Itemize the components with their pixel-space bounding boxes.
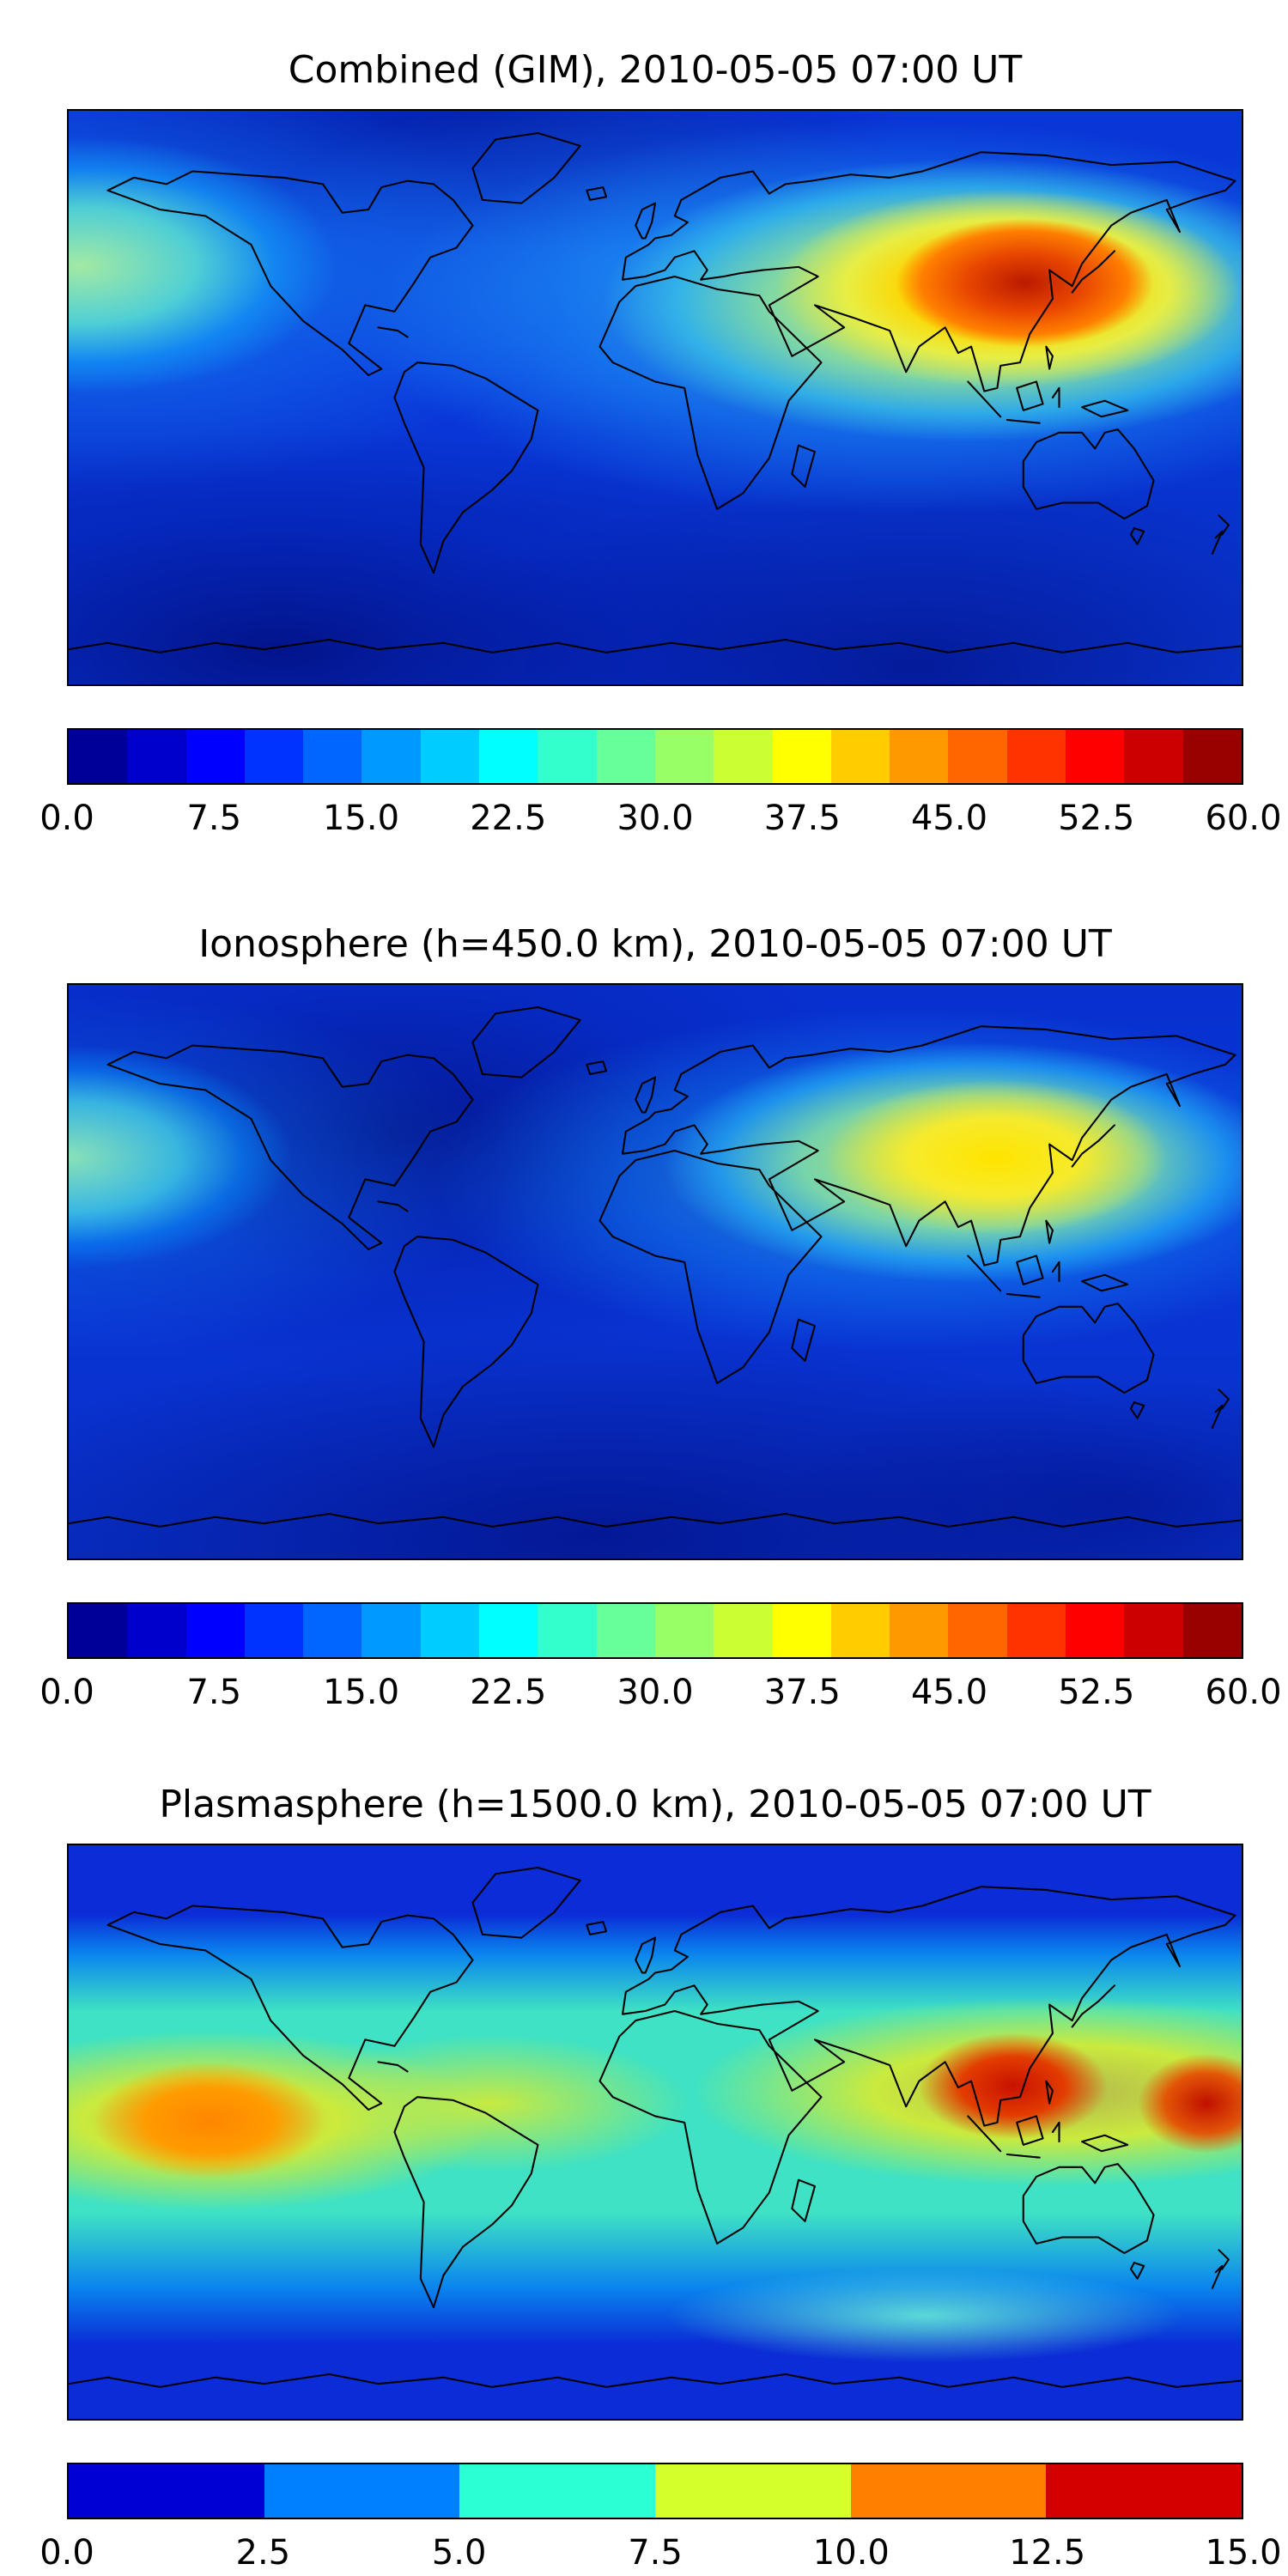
colorbar-segment <box>459 2464 656 2518</box>
colorbar-tick-label: 52.5 <box>1058 1672 1135 1712</box>
colorbar-tick-label: 30.0 <box>617 1672 694 1712</box>
colorbar-tick-label: 0.0 <box>39 798 94 838</box>
map-combined <box>67 108 1243 686</box>
panel-ionosphere: Ionosphere (h=450.0 km), 2010-05-05 07:0… <box>39 922 1281 1717</box>
colorbar-segment <box>890 1603 949 1657</box>
colorbar-segment <box>303 729 362 783</box>
colorbar-combined <box>67 727 1243 785</box>
colorbar-segment <box>264 2464 460 2518</box>
colorbar-segment <box>479 1603 538 1657</box>
colorbar-segment <box>69 1603 128 1657</box>
colorbar-segment <box>714 729 773 783</box>
colorbar-segment <box>772 1603 831 1657</box>
colorbar-segment <box>850 2464 1047 2518</box>
colorbar-segment <box>654 729 714 783</box>
colorbar-segment <box>361 729 421 783</box>
colorbar-segment <box>127 729 186 783</box>
coastline-overlay <box>69 1866 1242 2388</box>
colorbar-tick-label: 0.0 <box>39 2532 94 2573</box>
colorbar-segment <box>69 2464 264 2518</box>
colorbar-tick-label: 10.0 <box>812 2532 890 2573</box>
colorbar-segment <box>361 1603 421 1657</box>
colorbar-tick-label: 30.0 <box>617 798 694 838</box>
colorbar-tick-label: 22.5 <box>470 1672 547 1712</box>
colorbar-segment <box>303 1603 362 1657</box>
colorbar-tick-label: 0.0 <box>39 1672 94 1712</box>
colorbar-tick-label: 15.0 <box>322 1672 400 1712</box>
colorbar-tick-label: 15.0 <box>322 798 400 838</box>
colorbar-segment <box>1046 2464 1242 2518</box>
panel-title-combined: Combined (GIM), 2010-05-05 07:00 UT <box>288 48 1023 92</box>
colorbar-tick-label: 60.0 <box>1205 798 1282 838</box>
colorbar-tick-label: 2.5 <box>235 2532 291 2573</box>
colorbar-tick-label: 7.5 <box>186 1672 242 1712</box>
colorbar-ionosphere <box>67 1601 1243 1659</box>
colorbar-tick-label: 45.0 <box>910 1672 988 1712</box>
colorbar-segment <box>244 729 304 783</box>
colorbar-segment <box>1066 729 1125 783</box>
colorbar-tick-label: 5.0 <box>431 2532 487 2573</box>
colorbar-segment <box>830 1603 890 1657</box>
colorbar-tick-label: 45.0 <box>910 798 988 838</box>
colorbar-tick-label: 52.5 <box>1058 798 1135 838</box>
colorbar-segment <box>185 1603 245 1657</box>
colorbar-tick-label: 37.5 <box>763 1672 841 1712</box>
colorbar-tick-label: 37.5 <box>763 798 841 838</box>
coastline-overlay <box>69 131 1242 653</box>
colorbar-segment <box>948 1603 1007 1657</box>
colorbar-segment <box>948 729 1007 783</box>
colorbar-segment <box>1006 1603 1066 1657</box>
colorbar-segment <box>420 1603 480 1657</box>
coastline-overlay <box>69 1005 1242 1528</box>
panel-title-plasmasphere: Plasmasphere (h=1500.0 km), 2010-05-05 0… <box>159 1783 1151 1826</box>
colorbar-segment <box>127 1603 186 1657</box>
colorbar-segment <box>714 1603 773 1657</box>
colorbar-tick-label: 7.5 <box>628 2532 683 2573</box>
colorbar-segment <box>538 1603 597 1657</box>
colorbar-plasmasphere <box>67 2462 1243 2519</box>
colorbar-segment <box>1066 1603 1125 1657</box>
panel-combined: Combined (GIM), 2010-05-05 07:00 UT 0.0 7… <box>39 48 1281 843</box>
colorbar-segment <box>69 729 128 783</box>
panel-title-ionosphere: Ionosphere (h=450.0 km), 2010-05-05 07:0… <box>198 922 1112 966</box>
colorbar-segment <box>772 729 831 783</box>
colorbar-segment <box>1124 1603 1183 1657</box>
colorbar-tick-labels-ionosphere: 0.0 7.5 15.0 22.5 30.0 37.5 45.0 52.5 60.0 <box>39 1672 1281 1717</box>
colorbar-tick-label: 12.5 <box>1009 2532 1086 2573</box>
colorbar-tick-labels-combined: 0.0 7.5 15.0 22.5 30.0 37.5 45.0 52.5 60.0 <box>39 798 1281 843</box>
colorbar-segment <box>596 729 655 783</box>
colorbar-segment <box>654 1603 714 1657</box>
colorbar-segment <box>1006 729 1066 783</box>
colorbar-segment <box>1124 729 1183 783</box>
colorbar-tick-label: 60.0 <box>1205 1672 1282 1712</box>
colorbar-segment <box>1182 729 1242 783</box>
colorbar-tick-label: 22.5 <box>470 798 547 838</box>
colorbar-tick-labels-plasmasphere: 0.0 2.5 5.0 7.5 10.0 12.5 15.0 <box>39 2532 1281 2576</box>
map-plasmasphere <box>67 1843 1243 2421</box>
colorbar-segment <box>185 729 245 783</box>
colorbar-segment <box>596 1603 655 1657</box>
colorbar-segment <box>244 1603 304 1657</box>
map-ionosphere <box>67 982 1243 1560</box>
colorbar-segment <box>890 729 949 783</box>
colorbar-segment <box>420 729 480 783</box>
colorbar-tick-label: 15.0 <box>1205 2532 1282 2573</box>
panel-plasmasphere: Plasmasphere (h=1500.0 km), 2010-05-05 0… <box>39 1783 1281 2576</box>
colorbar-segment <box>830 729 890 783</box>
colorbar-segment <box>538 729 597 783</box>
colorbar-segment <box>479 729 538 783</box>
colorbar-segment <box>655 2464 851 2518</box>
colorbar-tick-label: 7.5 <box>186 798 242 838</box>
colorbar-segment <box>1182 1603 1242 1657</box>
